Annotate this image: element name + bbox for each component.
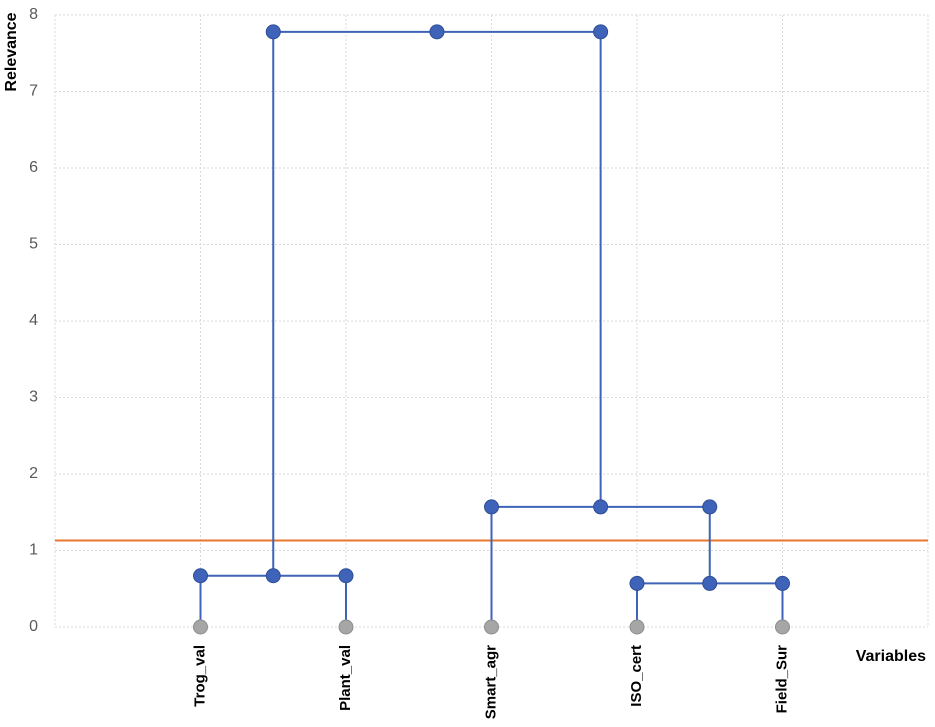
merge-node <box>629 575 645 591</box>
merge-node <box>429 24 445 40</box>
y-axis-title: Relevance <box>3 12 20 91</box>
merge-node <box>775 575 790 591</box>
leaf-node <box>629 619 645 635</box>
y-tick-label: 4 <box>29 312 38 329</box>
x-tick-label: Smart_agr <box>482 645 499 719</box>
merge-node <box>338 568 354 584</box>
leaf-node <box>338 619 354 635</box>
y-tick-label: 6 <box>29 159 38 176</box>
merge-node <box>193 568 208 584</box>
y-tick-label: 7 <box>29 83 38 100</box>
merge-node <box>265 24 281 40</box>
x-tick-label: Field_Sur <box>773 645 790 714</box>
y-tick-label: 2 <box>29 465 38 482</box>
leaf-node <box>484 619 499 635</box>
y-tick-label: 8 <box>29 6 38 23</box>
leaf-node <box>193 619 208 635</box>
merge-node <box>265 568 281 584</box>
y-tick-label: 3 <box>29 389 38 406</box>
x-tick-label: Trog_val <box>191 645 208 707</box>
x-axis-title: Variables <box>856 648 926 665</box>
y-tick-label: 0 <box>29 618 38 635</box>
y-tick-label: 1 <box>29 542 38 559</box>
x-tick-label: Plant_val <box>337 645 354 711</box>
leaf-node <box>775 619 790 635</box>
merge-node <box>702 499 718 515</box>
merge-node <box>593 24 609 40</box>
merge-node <box>702 575 718 591</box>
merge-node <box>484 499 499 515</box>
y-tick-label: 5 <box>29 236 38 253</box>
merge-node <box>593 499 609 515</box>
x-tick-label: ISO_cert <box>628 645 645 707</box>
